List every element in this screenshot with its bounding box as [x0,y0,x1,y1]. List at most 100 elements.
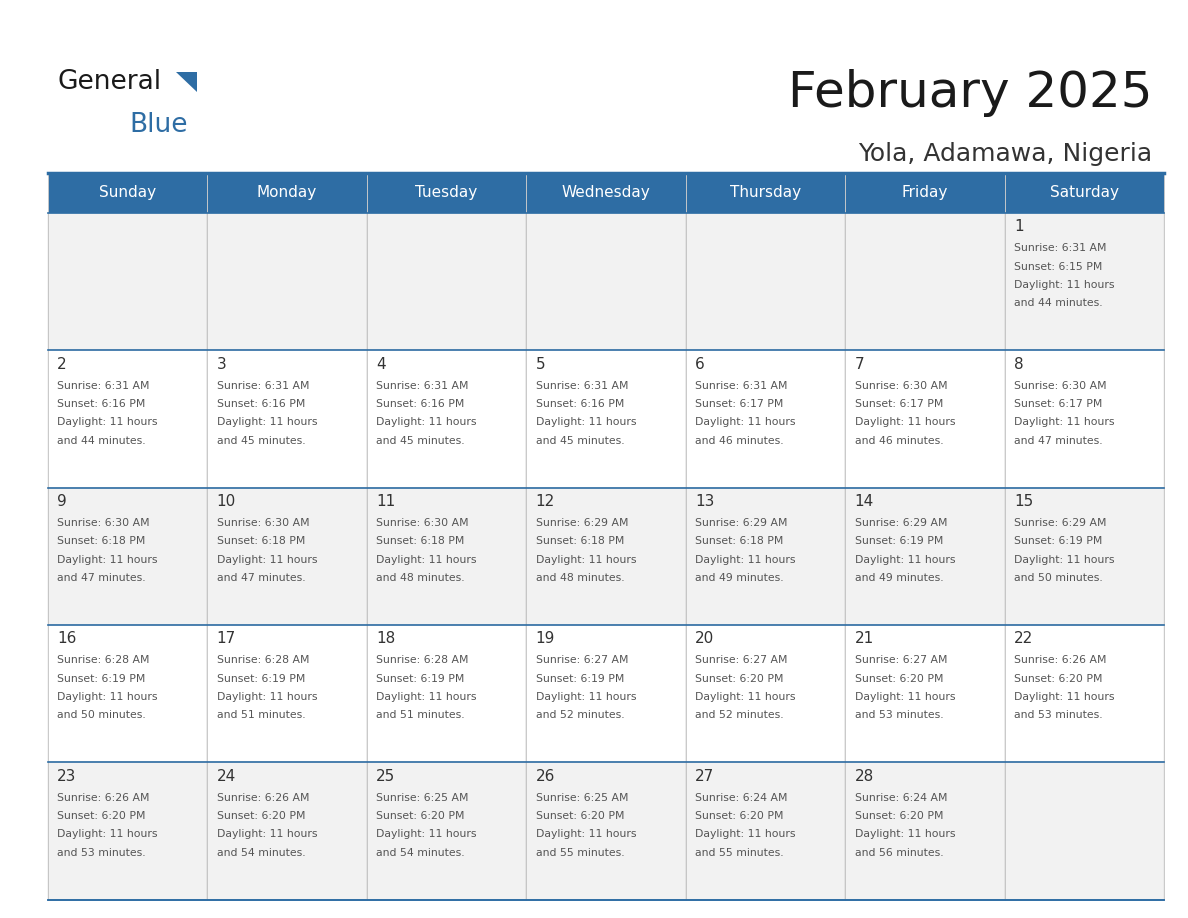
Text: Sunrise: 6:26 AM: Sunrise: 6:26 AM [1015,655,1107,666]
Text: 12: 12 [536,494,555,509]
Bar [845,173,1005,213]
Polygon shape [176,72,197,92]
Bar [48,762,207,900]
Bar [845,213,1005,351]
Text: 11: 11 [377,494,396,509]
Bar [526,351,685,487]
Text: Daylight: 11 hours: Daylight: 11 hours [695,554,796,565]
Bar [207,762,367,900]
Text: Sunset: 6:18 PM: Sunset: 6:18 PM [57,536,145,546]
Text: Daylight: 11 hours: Daylight: 11 hours [377,692,476,702]
Bar [685,213,845,351]
Text: and 48 minutes.: and 48 minutes. [536,573,624,583]
Bar [845,487,1005,625]
Text: Sunrise: 6:24 AM: Sunrise: 6:24 AM [695,792,788,802]
Text: and 48 minutes.: and 48 minutes. [377,573,465,583]
Text: Monday: Monday [257,185,317,200]
Text: Daylight: 11 hours: Daylight: 11 hours [536,692,636,702]
Text: Sunrise: 6:30 AM: Sunrise: 6:30 AM [854,381,947,390]
Bar [526,487,685,625]
Text: Sunday: Sunday [99,185,156,200]
Text: Daylight: 11 hours: Daylight: 11 hours [57,829,158,839]
Text: Sunset: 6:17 PM: Sunset: 6:17 PM [1015,399,1102,409]
Text: Sunset: 6:19 PM: Sunset: 6:19 PM [536,674,624,684]
Text: 26: 26 [536,768,555,784]
Text: Sunset: 6:16 PM: Sunset: 6:16 PM [57,399,145,409]
Text: Sunrise: 6:29 AM: Sunrise: 6:29 AM [536,518,628,528]
Text: Daylight: 11 hours: Daylight: 11 hours [695,692,796,702]
Bar [1005,487,1164,625]
Text: 28: 28 [854,768,874,784]
Text: and 52 minutes.: and 52 minutes. [695,711,784,721]
Text: Sunrise: 6:28 AM: Sunrise: 6:28 AM [377,655,468,666]
Text: and 47 minutes.: and 47 minutes. [57,573,146,583]
Text: Sunset: 6:16 PM: Sunset: 6:16 PM [216,399,305,409]
Bar [207,351,367,487]
Text: Sunset: 6:16 PM: Sunset: 6:16 PM [377,399,465,409]
Text: and 46 minutes.: and 46 minutes. [854,436,943,445]
Text: General: General [57,69,162,95]
Text: 20: 20 [695,632,714,646]
Text: 6: 6 [695,357,704,372]
Bar [207,487,367,625]
Text: Daylight: 11 hours: Daylight: 11 hours [1015,554,1114,565]
Bar [207,173,367,213]
Text: 13: 13 [695,494,714,509]
Text: Sunset: 6:20 PM: Sunset: 6:20 PM [536,811,624,821]
Bar [367,487,526,625]
Text: Sunrise: 6:30 AM: Sunrise: 6:30 AM [216,518,309,528]
Bar [845,762,1005,900]
Text: Sunset: 6:18 PM: Sunset: 6:18 PM [695,536,784,546]
Text: Sunset: 6:18 PM: Sunset: 6:18 PM [536,536,624,546]
Text: and 55 minutes.: and 55 minutes. [695,847,784,857]
Text: Daylight: 11 hours: Daylight: 11 hours [854,692,955,702]
Text: Sunset: 6:19 PM: Sunset: 6:19 PM [216,674,305,684]
Text: 15: 15 [1015,494,1034,509]
Text: Sunrise: 6:31 AM: Sunrise: 6:31 AM [695,381,788,390]
Text: Sunset: 6:20 PM: Sunset: 6:20 PM [854,811,943,821]
Text: 23: 23 [57,768,76,784]
Text: and 53 minutes.: and 53 minutes. [854,711,943,721]
Text: Daylight: 11 hours: Daylight: 11 hours [536,829,636,839]
Text: Daylight: 11 hours: Daylight: 11 hours [695,829,796,839]
Text: Daylight: 11 hours: Daylight: 11 hours [57,418,158,427]
Text: Sunrise: 6:27 AM: Sunrise: 6:27 AM [695,655,788,666]
Text: Sunset: 6:16 PM: Sunset: 6:16 PM [536,399,624,409]
Text: Saturday: Saturday [1050,185,1119,200]
Text: 10: 10 [216,494,235,509]
Text: and 44 minutes.: and 44 minutes. [1015,298,1102,308]
Text: and 46 minutes.: and 46 minutes. [695,436,784,445]
Text: Sunset: 6:19 PM: Sunset: 6:19 PM [377,674,465,684]
Bar [367,173,526,213]
Text: and 45 minutes.: and 45 minutes. [216,436,305,445]
Text: Sunset: 6:20 PM: Sunset: 6:20 PM [695,811,784,821]
Text: Friday: Friday [902,185,948,200]
Bar [526,762,685,900]
Text: and 53 minutes.: and 53 minutes. [1015,711,1102,721]
Bar [1005,213,1164,351]
Bar [685,762,845,900]
Text: Sunset: 6:19 PM: Sunset: 6:19 PM [1015,536,1102,546]
Text: Daylight: 11 hours: Daylight: 11 hours [536,554,636,565]
Text: Sunrise: 6:31 AM: Sunrise: 6:31 AM [377,381,468,390]
Text: and 51 minutes.: and 51 minutes. [216,711,305,721]
Text: Sunrise: 6:30 AM: Sunrise: 6:30 AM [377,518,469,528]
Bar [845,625,1005,762]
Bar [367,625,526,762]
Text: and 49 minutes.: and 49 minutes. [695,573,784,583]
Bar [207,213,367,351]
Text: Sunrise: 6:29 AM: Sunrise: 6:29 AM [854,518,947,528]
Bar [1005,173,1164,213]
Text: and 53 minutes.: and 53 minutes. [57,847,146,857]
Text: 17: 17 [216,632,235,646]
Text: Yola, Adamawa, Nigeria: Yola, Adamawa, Nigeria [858,142,1152,166]
Text: 19: 19 [536,632,555,646]
Bar [48,351,207,487]
Bar [48,173,207,213]
Text: Blue: Blue [129,112,188,138]
Text: Daylight: 11 hours: Daylight: 11 hours [216,829,317,839]
Text: Sunrise: 6:26 AM: Sunrise: 6:26 AM [216,792,309,802]
Text: Daylight: 11 hours: Daylight: 11 hours [536,418,636,427]
Bar [48,213,207,351]
Text: Sunrise: 6:29 AM: Sunrise: 6:29 AM [695,518,788,528]
